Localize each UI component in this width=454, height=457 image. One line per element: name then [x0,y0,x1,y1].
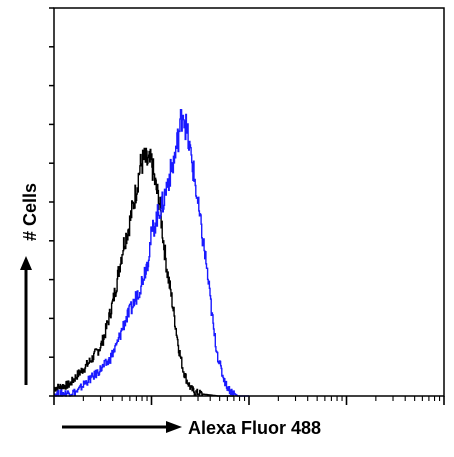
x-axis-label-group: Alexa Fluor 488 [62,418,321,438]
plot-frame [53,7,445,397]
axis-ticks [49,7,445,405]
y-axis-arrowhead [20,256,32,270]
y-axis-label-group: # Cells [20,183,40,385]
series-line [53,147,234,397]
x-axis-label: Alexa Fluor 488 [188,418,321,438]
y-axis-label: # Cells [20,183,40,241]
x-axis-arrowhead [166,421,182,433]
series-line [53,109,249,397]
series-layer [53,109,249,397]
